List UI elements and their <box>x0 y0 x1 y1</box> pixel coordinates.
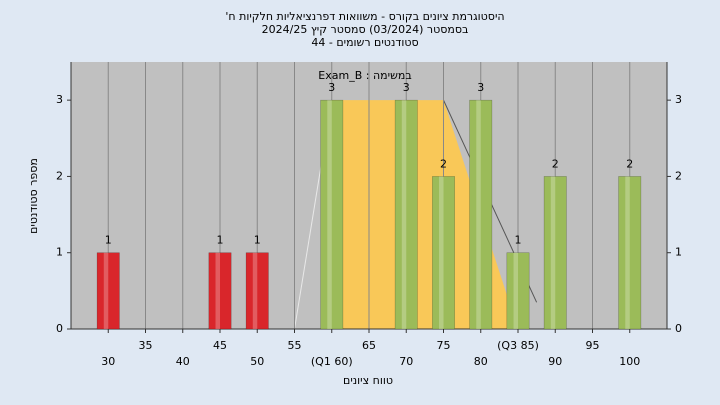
x-tick-label: 70 <box>399 355 413 368</box>
y2-tick-label: 1 <box>675 246 682 259</box>
y2-tick-label: 0 <box>675 322 682 335</box>
y-axis-label: מספר סטודנטים <box>27 158 40 234</box>
y-tick-label: 0 <box>56 322 63 335</box>
data-label: 1 <box>515 234 522 247</box>
bar <box>245 252 269 330</box>
data-label: 2 <box>626 157 633 170</box>
data-label: 3 <box>477 81 484 94</box>
bar <box>208 252 232 330</box>
bar <box>394 99 418 330</box>
bar-highlight <box>252 252 258 329</box>
y-tick-label: 2 <box>56 169 63 182</box>
x-tick-label: 55 <box>288 339 302 352</box>
chart-title: היסטוגרמת ציונים בקורס - משוואות דפרנציא… <box>225 10 504 23</box>
bar-highlight <box>401 100 407 330</box>
bar-highlight <box>625 176 630 329</box>
data-label: 1 <box>105 234 112 247</box>
data-label: 2 <box>440 157 447 170</box>
bar <box>96 252 120 330</box>
x-axis-label: טווח ציונים <box>343 374 393 387</box>
y2-tick-label: 2 <box>675 169 682 182</box>
bar <box>543 176 567 330</box>
annotation: במשימה : Exam_B <box>318 69 411 82</box>
data-label: 1 <box>254 234 261 247</box>
x-tick-label: 40 <box>176 355 190 368</box>
data-label: 2 <box>552 157 559 170</box>
x-tick-label: 75 <box>437 339 451 352</box>
bar-highlight <box>550 176 556 329</box>
x-tick-label: 30 <box>101 355 115 368</box>
bar <box>618 176 642 330</box>
x-tick-label: 35 <box>139 339 153 352</box>
chart-subtitle: סטודנטים רשומים - 44 <box>311 36 418 49</box>
x-tick-label: 65 <box>362 339 376 352</box>
y2-tick-label: 3 <box>675 93 682 106</box>
x-tick-label: 90 <box>548 355 562 368</box>
y-tick-label: 1 <box>56 246 63 259</box>
x-tick-label: 100 <box>619 355 640 368</box>
bar-highlight <box>327 100 332 330</box>
bar <box>320 99 344 330</box>
x-tick-label: 80 <box>474 355 488 368</box>
x-tick-label: 95 <box>586 339 600 352</box>
x-tick-label: 50 <box>250 355 264 368</box>
bar <box>506 252 530 330</box>
data-label: 1 <box>217 234 224 247</box>
x-tick-label: (Q1 60) <box>311 355 353 368</box>
bar <box>469 99 493 330</box>
x-tick-label: 45 <box>213 339 227 352</box>
data-label: 3 <box>328 81 335 94</box>
data-label: 3 <box>403 81 410 94</box>
bar-highlight <box>439 176 444 329</box>
y-tick-label: 3 <box>56 93 63 106</box>
bar-highlight <box>103 252 109 329</box>
bar <box>432 176 455 330</box>
bar-highlight <box>215 252 220 329</box>
bar-highlight <box>476 100 481 330</box>
x-tick-label: (Q3 85) <box>497 339 539 352</box>
chart-subtitle: בסמסטר (03/2024) סמסטר קיץ 2024/25 <box>262 23 469 36</box>
bar-highlight <box>513 252 518 329</box>
